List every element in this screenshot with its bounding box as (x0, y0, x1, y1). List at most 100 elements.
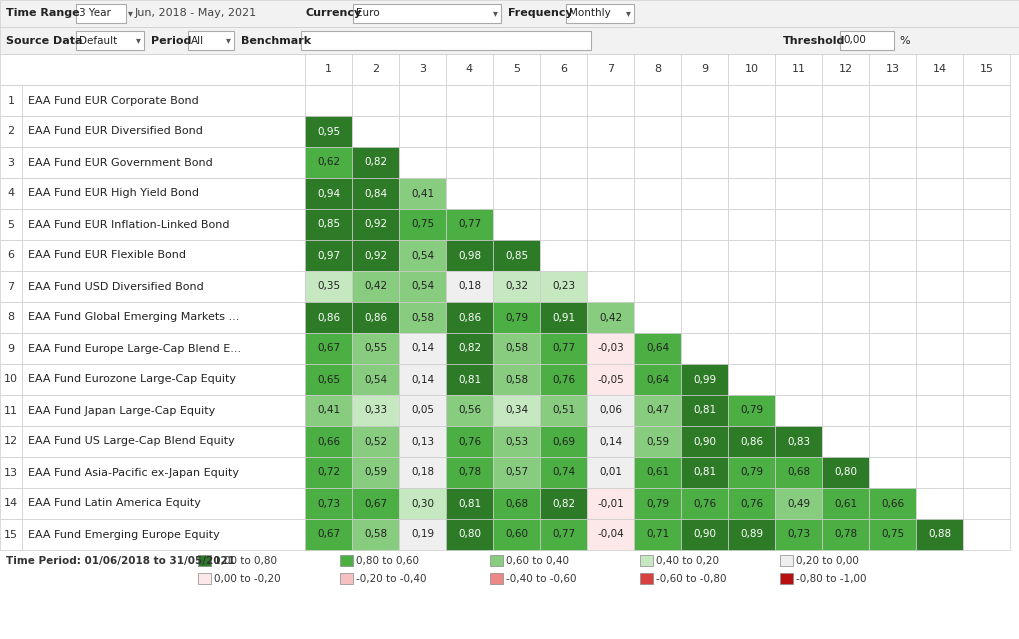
Bar (198, 573, 211, 584)
Bar (916, 271, 963, 302)
Bar (634, 85, 681, 116)
Bar (634, 240, 681, 271)
Bar (587, 395, 634, 426)
Bar (822, 240, 869, 271)
Text: 0,75: 0,75 (881, 530, 904, 539)
Bar (399, 333, 446, 364)
Bar (681, 271, 728, 302)
Bar (775, 240, 822, 271)
Bar (963, 302, 1010, 333)
Text: 0,59: 0,59 (364, 468, 387, 477)
Bar (963, 147, 1010, 178)
Bar (446, 147, 493, 178)
Text: 0,86: 0,86 (458, 312, 481, 323)
Bar (587, 116, 634, 147)
Bar (681, 488, 728, 519)
Bar (340, 555, 353, 566)
Bar (916, 116, 963, 147)
Text: 0,18: 0,18 (411, 468, 434, 477)
Text: 0,88: 0,88 (928, 530, 951, 539)
Bar (640, 573, 653, 584)
Bar (493, 395, 540, 426)
Bar (728, 271, 775, 302)
Text: 0,86: 0,86 (740, 436, 763, 447)
Bar (822, 333, 869, 364)
Bar (540, 209, 587, 240)
Text: EAA Fund Eurozone Large-Cap Equity: EAA Fund Eurozone Large-Cap Equity (28, 374, 236, 385)
Text: 1,00 to 0,80: 1,00 to 0,80 (214, 556, 277, 566)
Text: 0,61: 0,61 (646, 468, 669, 477)
Bar (493, 116, 540, 147)
Bar (869, 147, 916, 178)
Bar (399, 271, 446, 302)
Bar (869, 519, 916, 550)
Text: 0,78: 0,78 (834, 530, 857, 539)
Bar (0, 364, 22, 395)
Bar (869, 178, 916, 209)
Bar (399, 116, 446, 147)
Bar (587, 240, 634, 271)
Bar (0, 519, 22, 550)
Text: 9: 9 (701, 65, 708, 75)
Text: 0,79: 0,79 (646, 498, 669, 509)
Text: 0,79: 0,79 (740, 468, 763, 477)
Text: 0,86: 0,86 (317, 312, 340, 323)
Text: Time Range: Time Range (6, 8, 79, 19)
Bar (399, 364, 446, 395)
Bar (0, 457, 22, 488)
Bar (540, 240, 587, 271)
Bar (305, 85, 352, 116)
Text: Benchmark: Benchmark (242, 36, 311, 45)
Bar (540, 147, 587, 178)
Bar (916, 395, 963, 426)
Bar (587, 147, 634, 178)
Bar (540, 178, 587, 209)
Bar (775, 333, 822, 364)
Bar (869, 85, 916, 116)
Bar (76, 4, 126, 23)
Bar (301, 31, 591, 50)
Bar (728, 147, 775, 178)
Text: 0,18: 0,18 (458, 282, 481, 291)
Bar (493, 488, 540, 519)
Bar (822, 457, 869, 488)
Bar (540, 271, 587, 302)
Bar (446, 85, 493, 116)
Text: 13: 13 (886, 65, 900, 75)
Bar (0, 147, 22, 178)
Bar (587, 426, 634, 457)
Bar (340, 573, 353, 584)
Bar (446, 116, 493, 147)
Bar (869, 364, 916, 395)
Bar (775, 488, 822, 519)
Bar (305, 395, 352, 426)
Bar (399, 426, 446, 457)
Text: 0,81: 0,81 (458, 498, 481, 509)
Text: 0,57: 0,57 (505, 468, 528, 477)
Bar (352, 333, 399, 364)
Text: 0,74: 0,74 (552, 468, 575, 477)
Text: 0,54: 0,54 (411, 282, 434, 291)
Bar (728, 240, 775, 271)
Text: 0,67: 0,67 (317, 530, 340, 539)
Text: EAA Fund USD Diversified Bond: EAA Fund USD Diversified Bond (28, 282, 204, 291)
Text: 0,41: 0,41 (411, 189, 434, 199)
Text: 0,82: 0,82 (458, 344, 481, 353)
Text: Currency: Currency (306, 8, 362, 19)
Text: 0,34: 0,34 (505, 406, 528, 415)
Bar (493, 364, 540, 395)
Text: 6: 6 (560, 65, 567, 75)
Bar (399, 240, 446, 271)
Text: 0,80: 0,80 (458, 530, 481, 539)
Bar (446, 209, 493, 240)
Text: %: % (899, 36, 910, 45)
Text: 0,47: 0,47 (646, 406, 669, 415)
Bar (22, 178, 305, 209)
Bar (822, 209, 869, 240)
Text: 0,86: 0,86 (364, 312, 387, 323)
Bar (728, 488, 775, 519)
Bar (305, 302, 352, 333)
Bar (446, 240, 493, 271)
Text: 0,68: 0,68 (787, 468, 810, 477)
Bar (634, 488, 681, 519)
